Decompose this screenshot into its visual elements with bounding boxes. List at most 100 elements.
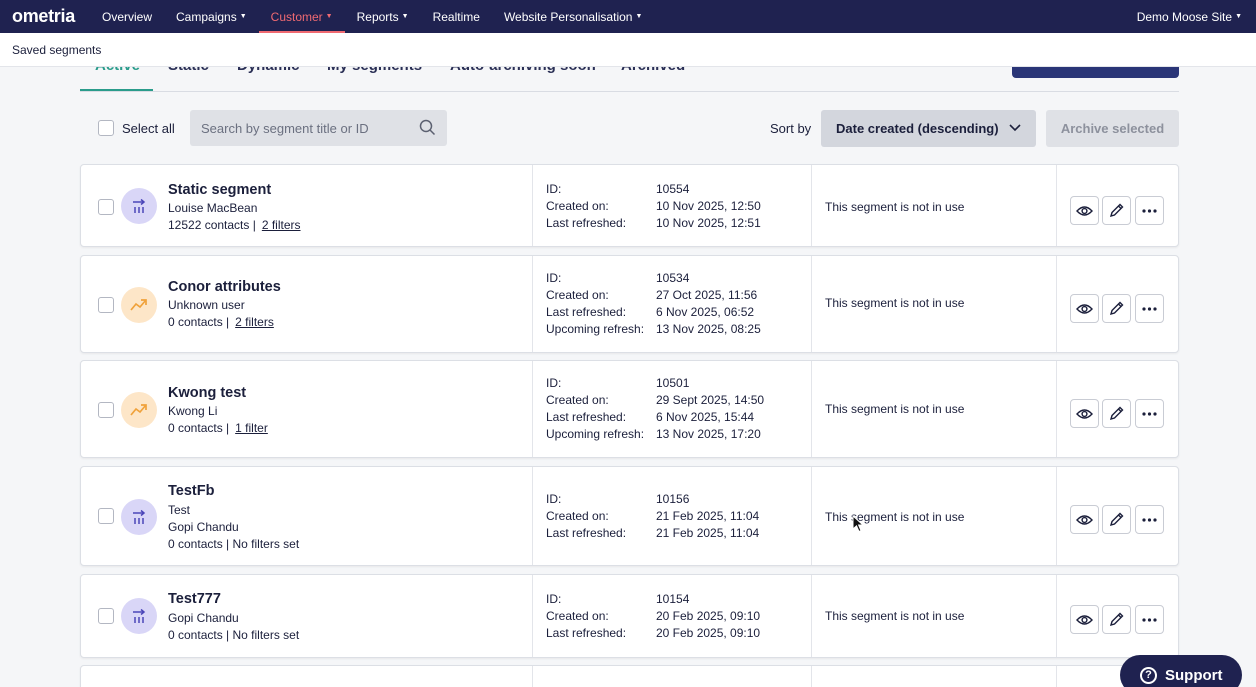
nav-website-personalisation[interactable]: Website Personalisation ▼	[503, 9, 643, 24]
mouse-cursor-icon	[852, 515, 864, 533]
nav-overview[interactable]: Overview	[102, 9, 153, 24]
nav-customer[interactable]: Customer ▼	[258, 0, 345, 33]
pencil-icon	[1109, 203, 1124, 218]
segment-card[interactable]: Test777 Gopi Chandu 0 contacts | No filter…	[80, 574, 1179, 658]
select-all[interactable]: Select all	[98, 120, 175, 136]
view-button[interactable]	[1070, 196, 1099, 225]
search-input[interactable]	[190, 110, 415, 146]
meta-label: Last refreshed:	[546, 216, 627, 230]
nav-reports[interactable]: Reports ▼	[356, 9, 409, 24]
segment-title[interactable]: Static segment	[168, 182, 272, 198]
more-icon	[1142, 306, 1157, 311]
support-button[interactable]: ? Support	[1120, 655, 1242, 687]
eye-icon	[1076, 303, 1093, 315]
divider	[532, 575, 533, 657]
segment-usage: This segment is not in use	[825, 609, 965, 623]
segment-checkbox[interactable]	[98, 199, 114, 215]
eye-icon	[1076, 514, 1093, 526]
view-button[interactable]	[1070, 505, 1099, 534]
segment-checkbox[interactable]	[98, 297, 114, 313]
divider	[811, 361, 812, 457]
edit-button[interactable]	[1102, 294, 1131, 323]
segment-checkbox[interactable]	[98, 402, 114, 418]
divider	[1056, 361, 1057, 457]
segment-card[interactable]	[80, 665, 1179, 687]
site-switcher[interactable]: Demo Moose Site ▼	[1136, 9, 1242, 24]
segment-title[interactable]: Test777	[168, 591, 221, 607]
meta-value: 20 Feb 2025, 09:10	[656, 609, 761, 623]
meta-label: ID:	[546, 271, 562, 285]
meta-value: 10534	[656, 271, 690, 285]
meta-label: Created on:	[546, 393, 609, 407]
active-tab-indicator	[80, 89, 153, 91]
dynamic-segment-icon	[121, 287, 157, 323]
edit-button[interactable]	[1102, 399, 1131, 428]
edit-button[interactable]	[1102, 505, 1131, 534]
edit-button[interactable]	[1102, 605, 1131, 634]
help-icon: ?	[1140, 666, 1157, 684]
more-actions-button[interactable]	[1135, 196, 1164, 225]
meta-label: Created on:	[546, 609, 609, 623]
segment-title[interactable]: TestFb	[168, 483, 215, 499]
meta-label: Last refreshed:	[546, 526, 627, 540]
select-all-checkbox[interactable]	[98, 120, 114, 136]
page-header: Saved segments	[0, 33, 1256, 67]
static-segment-icon	[121, 499, 157, 535]
dynamic-segment-icon	[121, 392, 157, 428]
meta-value: 6 Nov 2025, 15:44	[656, 410, 755, 424]
pencil-icon	[1109, 612, 1124, 627]
nav-campaigns[interactable]: Campaigns ▼	[176, 9, 247, 24]
static-segment-icon	[121, 188, 157, 224]
ometria-logo[interactable]: ometria	[12, 6, 75, 26]
segment-card[interactable]: Static segment Louise MacBean 12522 contac…	[80, 164, 1179, 247]
eye-icon	[1076, 205, 1093, 217]
caret-down-icon: ▼	[1235, 13, 1242, 20]
pencil-icon	[1109, 301, 1124, 316]
filters-link[interactable]: 2 filters	[261, 218, 301, 232]
segment-card[interactable]: Kwong test Kwong Li 0 contacts | 1 filter ID…	[80, 360, 1179, 458]
meta-value: 10154	[656, 592, 690, 606]
meta-value: 21 Feb 2025, 11:04	[656, 526, 760, 540]
segment-usage: This segment is not in use	[825, 402, 965, 416]
filters-link[interactable]: 1 filter	[235, 421, 268, 435]
segment-contacts: 0 contacts | No filters set	[168, 537, 299, 551]
archive-selected-button[interactable]: Archive selected	[1046, 110, 1179, 147]
more-actions-button[interactable]	[1135, 505, 1164, 534]
more-actions-button[interactable]	[1135, 399, 1164, 428]
divider	[1056, 256, 1057, 352]
view-button[interactable]	[1070, 605, 1099, 634]
segment-card[interactable]: TestFb Test Gopi Chandu 0 contacts | No fil…	[80, 466, 1179, 566]
divider	[1056, 467, 1057, 565]
divider	[811, 165, 812, 246]
more-actions-button[interactable]	[1135, 605, 1164, 634]
segment-card[interactable]: Conor attributes Unknown user 0 contacts |…	[80, 255, 1179, 353]
contacts-count: 12522 contacts |	[168, 218, 256, 232]
view-button[interactable]	[1070, 399, 1099, 428]
contacts-count: 0 contacts |	[168, 421, 230, 435]
more-actions-button[interactable]	[1135, 294, 1164, 323]
meta-label: Created on:	[546, 509, 609, 523]
nav-realtime[interactable]: Realtime	[432, 9, 480, 24]
segment-title[interactable]: Conor attributes	[168, 279, 281, 295]
search-box	[190, 110, 447, 146]
search-icon[interactable]	[419, 119, 436, 136]
segment-checkbox[interactable]	[98, 608, 114, 624]
segment-checkbox[interactable]	[98, 508, 114, 524]
edit-button[interactable]	[1102, 196, 1131, 225]
pencil-icon	[1109, 512, 1124, 527]
meta-label: Last refreshed:	[546, 410, 627, 424]
segment-title[interactable]: Kwong test	[168, 385, 247, 401]
select-all-label: Select all	[122, 120, 175, 136]
filters-link[interactable]: 2 filters	[235, 315, 274, 329]
view-button[interactable]	[1070, 294, 1099, 323]
segment-usage: This segment is not in use	[825, 510, 965, 524]
meta-label: Created on:	[546, 199, 609, 213]
top-nav: ometria Overview Campaigns ▼ Customer ▼ Re…	[0, 0, 1256, 33]
segment-contacts: 0 contacts | 2 filters	[168, 315, 274, 329]
meta-value: 27 Oct 2025, 11:56	[656, 288, 758, 302]
contacts-count: 0 contacts |	[168, 315, 230, 329]
meta-label: ID:	[546, 182, 562, 196]
sort-select[interactable]: Date created (descending)	[821, 110, 1036, 147]
meta-label: ID:	[546, 376, 562, 390]
meta-value: 10501	[656, 376, 690, 390]
